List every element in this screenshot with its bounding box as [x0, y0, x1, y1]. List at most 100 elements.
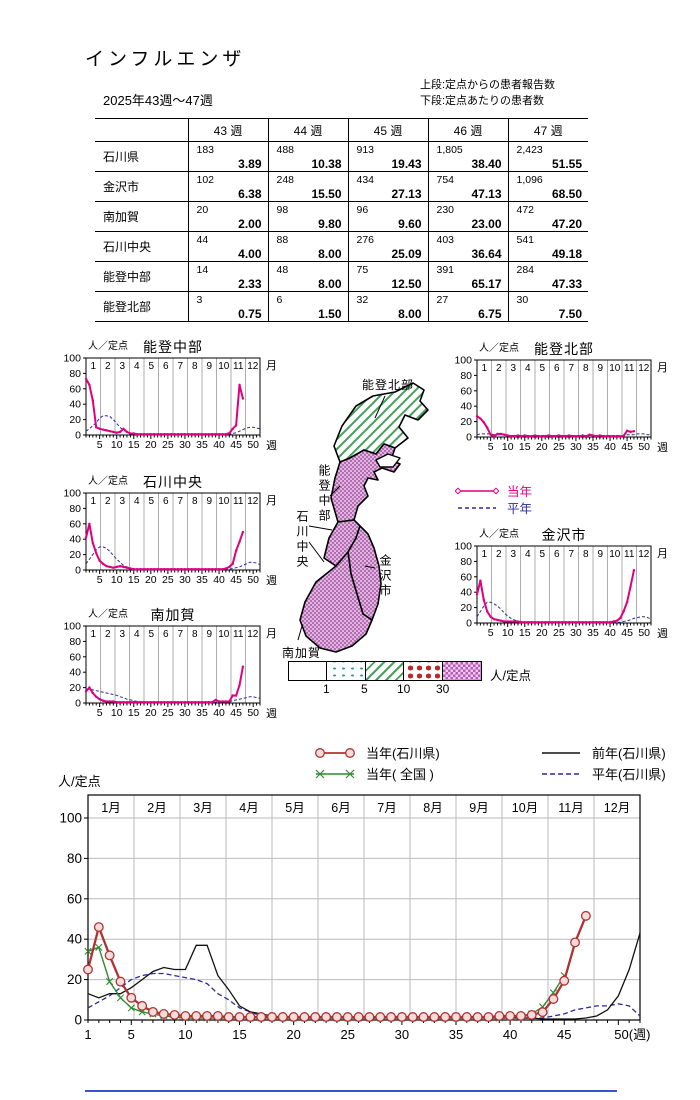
table-row: 石川県 183 3.89 488 10.38 913 19.43 1,805 38.40 2,42… — [95, 141, 588, 172]
svg-text:週: 週 — [266, 439, 277, 452]
svg-text:50: 50 — [638, 441, 650, 453]
table-cell: 20 2.00 — [187, 201, 268, 232]
svg-text:100: 100 — [454, 355, 472, 367]
svg-text:11: 11 — [624, 549, 635, 560]
scalebar-threshold: 10 — [397, 682, 411, 696]
svg-text:40: 40 — [69, 534, 81, 546]
svg-text:2月: 2月 — [147, 801, 166, 815]
patient-rate: 6.75 — [478, 307, 502, 321]
normal-year-pref-swatch — [542, 772, 580, 775]
legend-row-normal: 平年 — [455, 499, 532, 516]
svg-text:月: 月 — [657, 362, 668, 374]
legend-row-current: 当年 — [455, 482, 532, 499]
svg-text:4: 4 — [525, 363, 531, 374]
svg-text:南加賀: 南加賀 — [151, 607, 196, 623]
table-cell: 44 4.00 — [187, 231, 268, 262]
svg-text:20: 20 — [460, 602, 472, 614]
patient-rate: 51.55 — [551, 157, 582, 171]
svg-text:3: 3 — [119, 496, 125, 507]
svg-text:15: 15 — [128, 574, 140, 586]
svg-text:人／定点: 人／定点 — [479, 527, 519, 540]
svg-text:人／定点: 人／定点 — [88, 474, 128, 487]
svg-text:5月: 5月 — [285, 801, 304, 815]
svg-text:0: 0 — [75, 430, 81, 442]
table-cell: 32 8.00 — [347, 291, 428, 322]
patient-count: 3 — [196, 294, 203, 306]
svg-text:40: 40 — [67, 932, 82, 947]
patient-rate: 15.50 — [311, 187, 342, 201]
svg-text:0: 0 — [74, 1013, 82, 1028]
svg-text:10: 10 — [218, 629, 230, 640]
svg-text:50: 50 — [247, 707, 259, 719]
svg-text:20: 20 — [67, 972, 82, 987]
svg-text:10月: 10月 — [512, 801, 538, 815]
svg-text:0: 0 — [75, 565, 81, 577]
legend-this-year-nation: 当年( 全国 ) — [312, 763, 440, 784]
svg-text:11: 11 — [233, 629, 244, 640]
patient-rate: 4.00 — [238, 247, 262, 261]
svg-text:9: 9 — [206, 361, 212, 372]
svg-text:15: 15 — [128, 707, 140, 719]
table-cell: 3 0.75 — [187, 291, 268, 322]
patient-count: 98 — [276, 204, 289, 216]
scalebar-segment-under1 — [289, 662, 328, 680]
legend-this-year-pref: 当年(石川県) — [312, 742, 440, 763]
table-row: 能登北部 3 0.75 6 1.50 32 8.00 27 6.75 30 7.50 — [95, 291, 588, 322]
svg-text:7月: 7月 — [377, 801, 396, 815]
svg-text:60: 60 — [67, 891, 82, 906]
svg-text:10: 10 — [111, 439, 123, 451]
table-cell: 1,805 38.40 — [427, 141, 508, 172]
svg-text:10: 10 — [111, 574, 123, 586]
svg-text:50(週): 50(週) — [614, 1027, 650, 1042]
svg-text:3: 3 — [510, 363, 516, 374]
svg-text:30: 30 — [395, 1027, 409, 1042]
svg-text:5: 5 — [148, 496, 154, 507]
table-cell: 230 23.00 — [427, 201, 508, 232]
svg-text:能登北部: 能登北部 — [534, 341, 594, 357]
svg-text:40: 40 — [213, 574, 225, 586]
svg-text:12月: 12月 — [604, 801, 630, 815]
patient-rate: 2.00 — [238, 217, 262, 231]
scalebar-unit: 人/定点 — [490, 669, 531, 683]
svg-text:10: 10 — [111, 707, 123, 719]
legend-normal-year-pref-label: 平年(石川県) — [592, 767, 666, 782]
table-cell: 98 9.80 — [267, 201, 348, 232]
scalebar-segment-over30 — [442, 662, 482, 680]
patient-count: 276 — [356, 234, 375, 246]
scalebar-bar — [288, 661, 482, 681]
patient-count: 248 — [276, 174, 295, 186]
table-cell: 30 7.50 — [507, 291, 588, 322]
table-note: 上段:定点からの患者報告数 下段:定点あたりの患者数 — [420, 78, 595, 110]
legend-this-year-nation-label: 当年( 全国 ) — [366, 767, 434, 782]
page-title: インフルエンザ — [85, 49, 246, 70]
svg-text:2: 2 — [105, 629, 111, 640]
svg-text:12: 12 — [638, 549, 650, 560]
svg-text:10: 10 — [609, 363, 621, 374]
svg-text:2: 2 — [105, 361, 111, 372]
svg-text:人／定点: 人／定点 — [88, 339, 128, 352]
svg-text:3: 3 — [510, 549, 516, 560]
patient-count: 88 — [276, 234, 289, 246]
table-cell: 88 8.00 — [267, 231, 348, 262]
svg-text:20: 20 — [536, 441, 548, 453]
svg-text:9: 9 — [597, 549, 603, 560]
patient-rate: 47.33 — [551, 277, 582, 291]
svg-text:1: 1 — [481, 549, 487, 560]
svg-text:80: 80 — [67, 851, 82, 866]
svg-text:6月: 6月 — [331, 801, 350, 815]
svg-text:40: 40 — [69, 399, 81, 411]
patient-count: 1,805 — [436, 144, 463, 156]
map-chart-legend: 当年 平年 — [455, 482, 532, 516]
legend-current-label: 当年 — [507, 485, 533, 499]
svg-text:6: 6 — [163, 361, 169, 372]
table-cell: 75 12.50 — [347, 261, 428, 292]
svg-text:35: 35 — [587, 441, 599, 453]
region-label: 石川県 — [95, 141, 188, 172]
svg-text:4: 4 — [525, 549, 531, 560]
svg-text:40: 40 — [604, 441, 616, 453]
table-cell: 541 49.18 — [507, 231, 588, 262]
